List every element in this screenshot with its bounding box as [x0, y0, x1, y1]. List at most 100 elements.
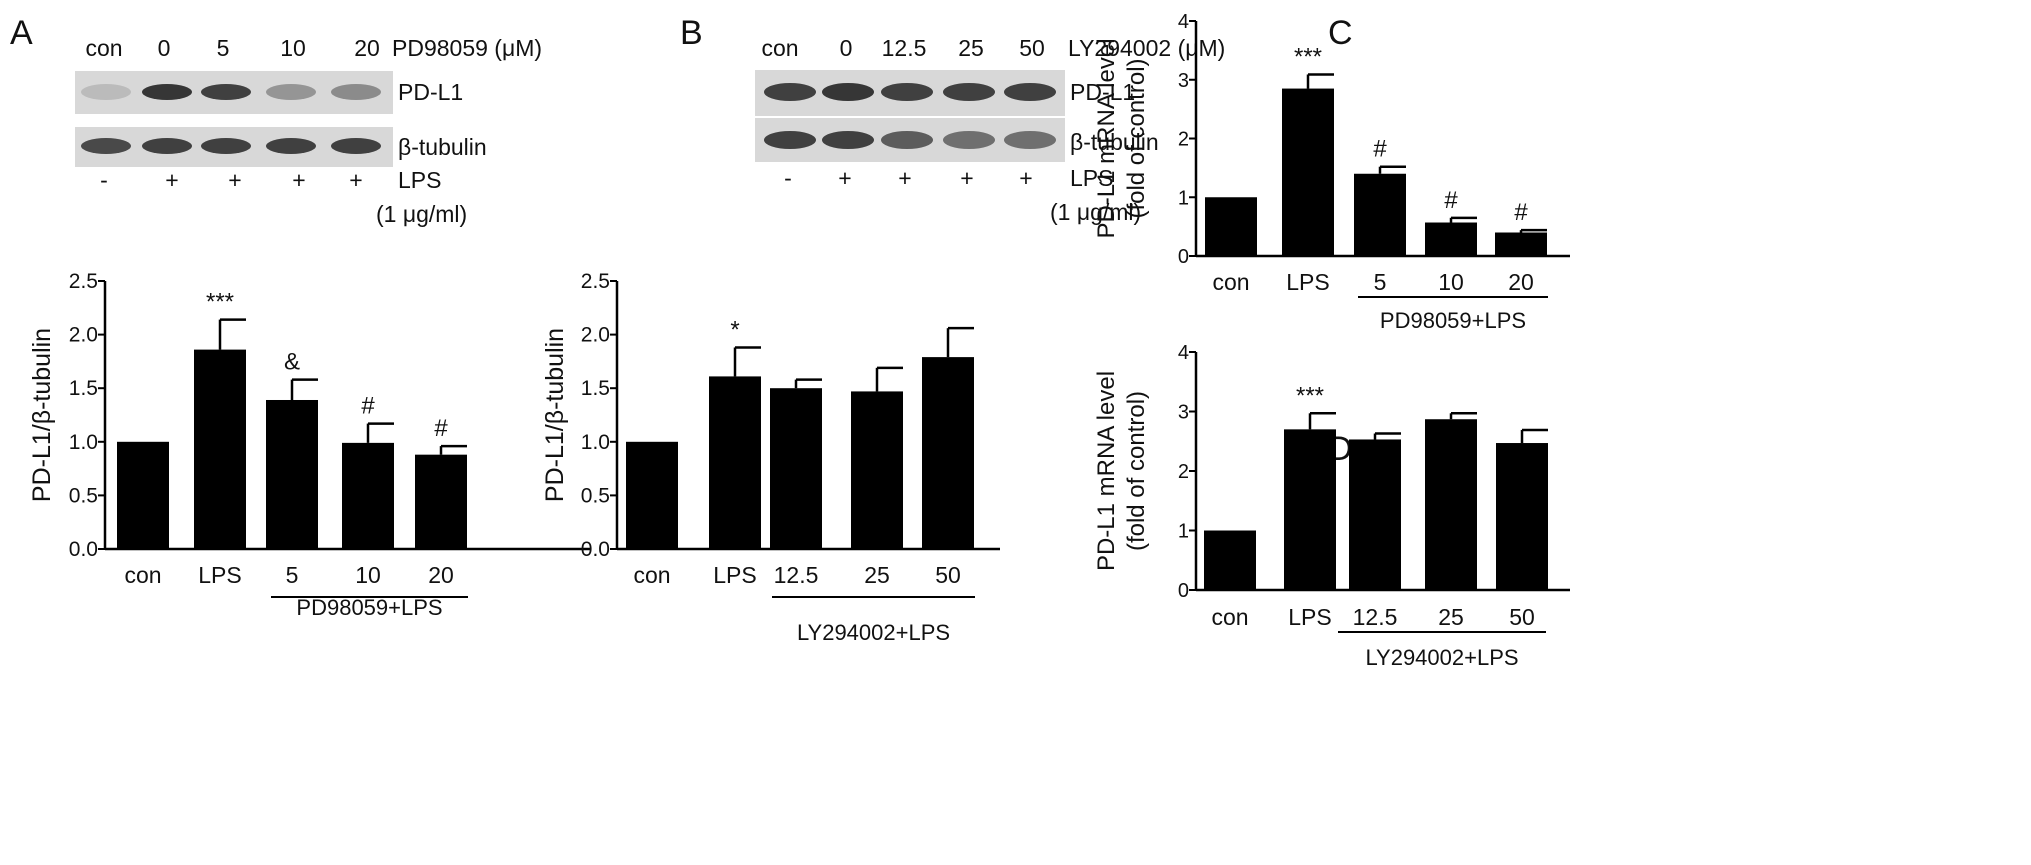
x-category-label: 10	[355, 562, 381, 588]
blot-lane-label: 0	[158, 35, 171, 61]
blot-band	[1004, 83, 1056, 101]
y-axis-label: PD-L1/β-tubulin	[28, 328, 56, 502]
x-category-label: LPS	[198, 562, 241, 588]
blot-row-label: β-tubulin	[1070, 129, 1159, 155]
x-category-label: 20	[428, 562, 454, 588]
significance-mark: ***	[1294, 43, 1322, 70]
x-category-label: 20	[1508, 269, 1534, 295]
lps-sign: +	[165, 167, 178, 193]
significance-mark: #	[1444, 187, 1458, 214]
y-tick-label: 0	[1178, 580, 1189, 602]
y-tick-label: 4	[1178, 11, 1189, 33]
y-tick-label: 2	[1178, 129, 1189, 151]
significance-mark: &	[284, 349, 300, 376]
blot-band	[201, 84, 251, 100]
blot-lane-label: con	[85, 35, 122, 61]
blot-treatment-label: PD98059 (μM)	[392, 35, 542, 61]
blot-band	[881, 131, 933, 149]
blot-band	[943, 131, 995, 149]
blot-band	[822, 83, 874, 101]
y-tick-label: 1.0	[69, 431, 98, 454]
bar	[626, 441, 678, 549]
significance-mark: #	[1514, 199, 1528, 226]
blot-bands	[764, 83, 1056, 149]
y-axis-label-line: PD-L1 mRNA level	[1093, 371, 1120, 571]
y-tick-label: 1	[1178, 187, 1189, 209]
blot-treatment-label: LY294002 (μM)	[1068, 35, 1225, 61]
y-axis-label: PD-L1 mRNA level (fold of control)	[1093, 38, 1150, 238]
blot-band	[331, 84, 381, 100]
bar	[342, 442, 394, 549]
y-tick-label: 2.5	[581, 270, 610, 293]
bar-chart-a: 0.0 0.5 1.0 1.5 2.0 2.5 PD-L1/β-tubulin con *** L…	[28, 270, 590, 620]
lps-sign: +	[1019, 165, 1032, 191]
significance-mark: #	[1373, 136, 1387, 163]
bar	[194, 349, 246, 549]
panel-letter-b: B	[680, 14, 703, 52]
lps-sign: +	[960, 165, 973, 191]
panel-letter-c: C	[1328, 14, 1353, 52]
y-tick-label: 1	[1178, 521, 1189, 543]
bar	[117, 441, 169, 549]
x-category-label: 10	[1438, 269, 1464, 295]
bar	[1349, 439, 1401, 590]
bar	[1425, 222, 1477, 256]
y-axis-label-line: (fold of control)	[1123, 58, 1150, 218]
bar	[1425, 419, 1477, 590]
y-tick-label: 1.5	[581, 377, 610, 400]
western-blot-a: con 0 5 10 20 PD98059 (μM) PD-L1 β-tubul…	[75, 35, 542, 227]
blot-lane-label: 20	[354, 35, 380, 61]
significance-mark: ***	[1296, 382, 1324, 409]
bar	[1496, 443, 1548, 590]
blot-band	[764, 83, 816, 101]
blot-band	[142, 84, 192, 100]
bar	[922, 357, 974, 549]
blot-band	[201, 138, 251, 154]
y-axis-label: PD-L1/β-tubulin	[541, 328, 569, 502]
lps-sign: +	[292, 167, 305, 193]
bar	[851, 391, 903, 549]
significance-mark: #	[361, 393, 375, 420]
group-label: PD98059+LPS	[1380, 308, 1526, 333]
blot-lane-label: 50	[1019, 35, 1045, 61]
blot-lane-label: 0	[840, 35, 853, 61]
x-category-label: LPS	[1286, 269, 1329, 295]
lps-sign: +	[349, 167, 362, 193]
significance-mark: ***	[206, 289, 234, 316]
lps-label: LPS	[398, 167, 441, 193]
blot-band	[81, 84, 131, 100]
blot-band	[81, 138, 131, 154]
blot-lane-label: 12.5	[882, 35, 927, 61]
blot-lane-label: 25	[958, 35, 984, 61]
y-axis-label: PD-L1 mRNA level (fold of control)	[1093, 371, 1150, 571]
blot-row-label: β-tubulin	[398, 134, 487, 160]
bar	[709, 376, 761, 549]
bar	[1204, 530, 1256, 590]
y-axis-label-line: PD-L1 mRNA level	[1093, 38, 1120, 238]
bar-chart-b: 0.0 0.5 1.0 1.5 2.0 2.5 PD-L1/β-tubulin con * LPS…	[541, 270, 1000, 645]
y-tick-label: 0.0	[581, 538, 610, 561]
blot-band	[943, 83, 995, 101]
y-tick-label: 1.0	[581, 431, 610, 454]
x-category-label: 50	[1509, 604, 1535, 630]
y-tick-label: 1.5	[69, 377, 98, 400]
blot-lane-label: 5	[217, 35, 230, 61]
x-category-label: LPS	[1288, 604, 1331, 630]
group-label: LY294002+LPS	[797, 620, 950, 645]
y-axis-label-line: (fold of control)	[1123, 391, 1150, 551]
y-tick-label: 2	[1178, 461, 1189, 483]
western-blot-b: con 0 12.5 25 50 LY294002 (μM) PD-L1 β-t…	[755, 35, 1225, 225]
bar	[770, 388, 822, 549]
y-tick-label: 2.5	[69, 270, 98, 293]
x-category-label: con	[633, 562, 670, 588]
blot-band	[764, 131, 816, 149]
lps-sign: -	[784, 165, 792, 191]
lps-sign: -	[100, 167, 108, 193]
y-tick-label: 3	[1178, 402, 1189, 424]
y-tick-label: 4	[1178, 342, 1189, 364]
x-category-label: 5	[286, 562, 299, 588]
x-category-label: 12.5	[774, 562, 819, 588]
bar	[1282, 88, 1334, 256]
blot-row-label: PD-L1	[1070, 79, 1135, 105]
